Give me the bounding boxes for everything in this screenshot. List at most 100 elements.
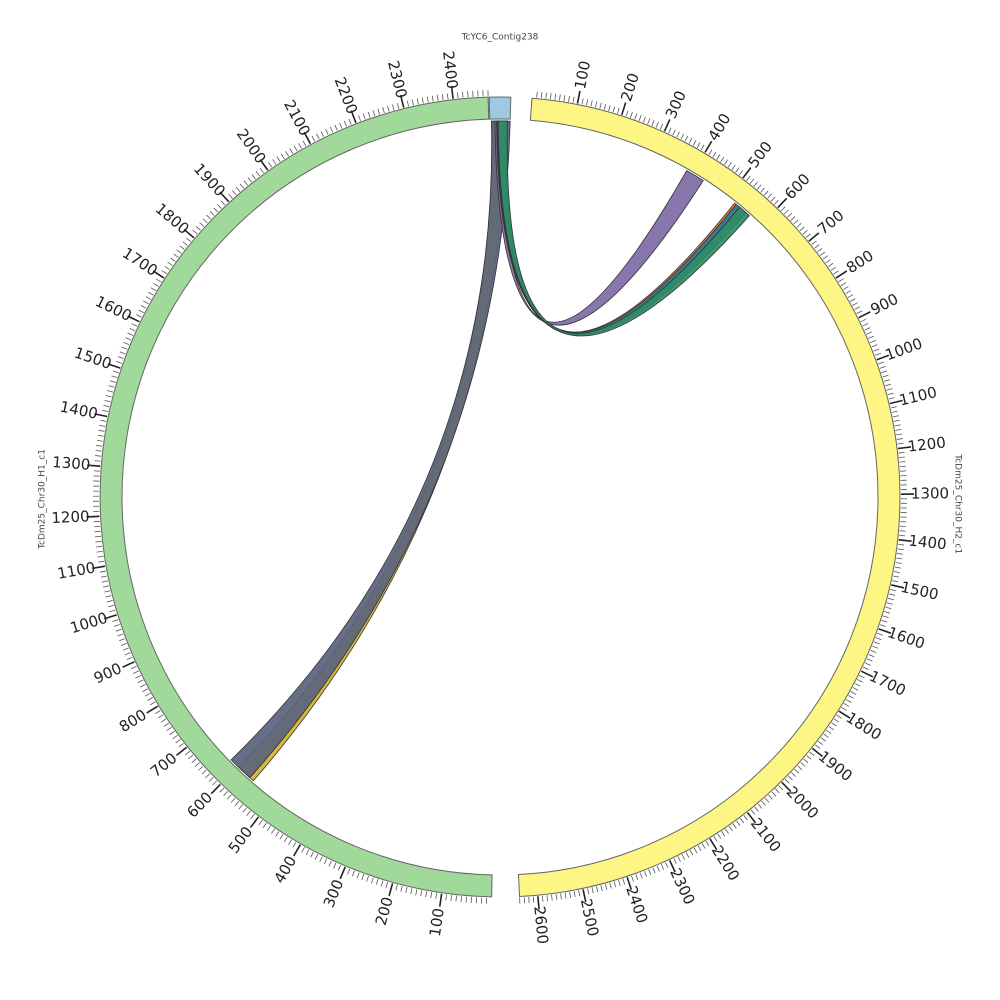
minor-tick (445, 894, 447, 901)
minor-tick (656, 865, 660, 872)
minor-tick (848, 695, 854, 699)
minor-tick (175, 738, 181, 744)
minor-tick (155, 710, 161, 714)
minor-tick (697, 845, 702, 852)
minor-tick (192, 229, 198, 235)
minor-tick (800, 762, 806, 767)
major-tick (620, 102, 627, 116)
minor-tick (122, 647, 129, 651)
minor-tick (797, 765, 803, 771)
segment-contig (488, 96, 512, 120)
minor-tick (242, 807, 247, 813)
minor-tick (258, 819, 263, 826)
minor-tick (681, 854, 686, 860)
ticks-layer (86, 85, 914, 910)
tick-label-h1-1700: 1700 (119, 244, 161, 280)
minor-tick (862, 666, 869, 670)
minor-tick (668, 127, 672, 134)
minor-tick (887, 392, 894, 396)
minor-tick (750, 809, 756, 815)
minor-tick (120, 642, 127, 646)
minor-tick (877, 632, 883, 636)
major-tick (709, 838, 718, 851)
minor-tick (121, 346, 128, 350)
major-tick (450, 85, 454, 99)
minor-tick (195, 225, 201, 231)
minor-tick (644, 870, 647, 877)
tick-label-h1-100: 100 (426, 907, 448, 938)
tick-label-h2-1800: 1800 (843, 708, 885, 744)
tick-label-h2-2500: 2500 (577, 897, 603, 938)
minor-tick (815, 744, 821, 749)
minor-tick (647, 118, 651, 125)
major-tick (777, 197, 788, 209)
minor-tick (323, 858, 328, 865)
minor-tick (293, 145, 298, 152)
tick-label-h1-2400: 2400 (439, 50, 461, 90)
tick-label-h1-2200: 2200 (331, 74, 362, 116)
minor-tick (361, 874, 365, 880)
minor-tick (157, 714, 164, 719)
minor-tick (688, 137, 693, 144)
minor-tick (406, 100, 410, 107)
minor-tick (862, 323, 869, 327)
minor-tick (873, 348, 880, 352)
minor-tick (886, 602, 893, 605)
minor-tick (849, 298, 856, 302)
tick-label-h2-2400: 2400 (622, 884, 651, 926)
minor-tick (875, 352, 881, 356)
minor-tick (856, 679, 863, 683)
minor-tick (761, 800, 766, 806)
minor-tick (594, 101, 598, 108)
minor-tick (768, 794, 773, 800)
minor-tick (819, 251, 826, 256)
minor-tick (213, 207, 219, 213)
minor-tick (302, 140, 307, 147)
minor-tick (873, 641, 880, 645)
minor-tick (540, 92, 543, 99)
minor-tick (826, 729, 832, 734)
minor-tick (882, 615, 889, 619)
minor-tick (283, 836, 288, 843)
major-tick (94, 413, 108, 418)
minor-tick (457, 92, 459, 99)
tick-label-h1-700: 700 (147, 749, 181, 781)
minor-tick (377, 108, 380, 115)
minor-tick (228, 193, 233, 199)
minor-tick (358, 115, 361, 122)
minor-tick (98, 429, 105, 432)
minor-tick (310, 851, 314, 858)
minor-tick (854, 683, 861, 687)
minor-tick (771, 791, 777, 797)
minor-tick (787, 212, 793, 218)
minor-tick (790, 216, 796, 221)
minor-tick (793, 219, 799, 225)
minor-tick (410, 888, 413, 895)
minor-tick (259, 167, 264, 174)
minor-tick (178, 742, 184, 748)
minor-tick (150, 287, 157, 292)
minor-tick (587, 888, 590, 895)
minor-tick (893, 575, 900, 578)
minor-tick (838, 278, 844, 283)
minor-tick (869, 339, 876, 344)
tick-label-h2-1500: 1500 (899, 578, 940, 604)
minor-tick (859, 674, 865, 679)
minor-tick (692, 140, 697, 146)
minor-tick (431, 95, 434, 102)
minor-tick (689, 849, 694, 856)
major-tick (704, 140, 713, 153)
minor-tick (191, 758, 197, 764)
minor-tick (573, 891, 576, 898)
minor-tick (897, 442, 904, 445)
minor-tick (348, 118, 352, 125)
minor-tick (590, 100, 593, 107)
minor-tick (866, 658, 873, 662)
minor-tick (250, 813, 255, 819)
minor-tick (198, 766, 204, 771)
minor-tick (262, 822, 267, 829)
minor-tick (392, 104, 395, 111)
minor-tick (426, 96, 429, 103)
major-tick (175, 746, 188, 756)
minor-tick (227, 794, 232, 800)
